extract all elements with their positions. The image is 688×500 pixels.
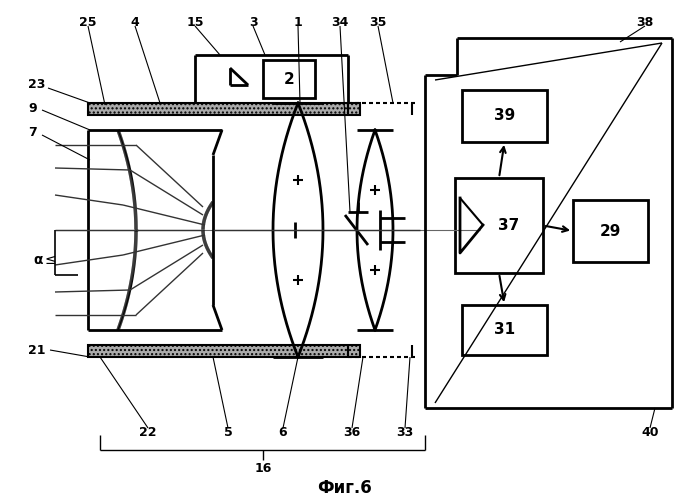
Text: 40: 40	[641, 426, 658, 438]
Text: 7: 7	[28, 126, 36, 140]
Text: 21: 21	[28, 344, 45, 356]
Text: 6: 6	[279, 426, 288, 438]
Bar	[88, 345, 360, 357]
Text: 4: 4	[131, 16, 140, 28]
Text: 2: 2	[283, 72, 294, 86]
Text: 22: 22	[139, 426, 157, 438]
Bar	[573, 200, 648, 262]
Text: 9: 9	[28, 102, 36, 114]
Bar	[88, 103, 360, 115]
Text: 1: 1	[294, 16, 302, 28]
Bar	[455, 178, 543, 273]
Bar	[462, 90, 547, 142]
Text: 23: 23	[28, 78, 45, 92]
Text: ≤: ≤	[44, 253, 56, 267]
Text: 34: 34	[332, 16, 349, 28]
Text: 5: 5	[224, 426, 233, 438]
Text: 25: 25	[79, 16, 97, 28]
Text: 38: 38	[636, 16, 654, 28]
Text: 16: 16	[255, 462, 272, 474]
Text: Фиг.6: Фиг.6	[316, 479, 372, 497]
Text: 3: 3	[248, 16, 257, 28]
Bar	[462, 305, 547, 355]
Text: 33: 33	[396, 426, 413, 438]
Text: 35: 35	[369, 16, 387, 28]
Text: 39: 39	[494, 108, 515, 124]
Text: α: α	[33, 253, 43, 267]
Text: 31: 31	[494, 322, 515, 338]
Text: 29: 29	[600, 224, 621, 238]
Text: 15: 15	[186, 16, 204, 28]
Text: 37: 37	[498, 218, 519, 233]
Text: 36: 36	[343, 426, 361, 438]
Bar	[263, 60, 315, 98]
